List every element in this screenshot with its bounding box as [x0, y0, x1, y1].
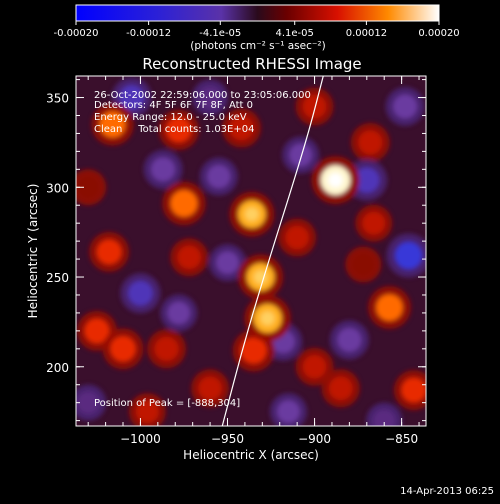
heatmap-blob — [170, 189, 198, 217]
heatmap-blob-core — [253, 270, 268, 284]
solar-limb-curve — [221, 76, 324, 426]
heatmap-blob — [285, 225, 309, 250]
colorbar: -0.00020 -0.00012 -4.1e-05 4.1e-05 0.00012 0.… — [54, 4, 460, 52]
heatmap-blob — [373, 409, 396, 426]
colorbar-tick-label: 0.00020 — [418, 28, 459, 39]
heatmap-blob — [166, 117, 192, 143]
heatmap-blob — [337, 327, 362, 352]
heatmap-blob — [77, 176, 100, 199]
heatmap-blob-core — [328, 172, 343, 188]
heatmap-blob — [110, 336, 136, 362]
heatmap-blob-core — [260, 311, 275, 326]
heatmap-blob — [119, 85, 145, 110]
colorbar-tick-label: 4.1e-05 — [276, 28, 314, 39]
heatmap-blob — [177, 245, 201, 270]
chart-title: Reconstructed RHESSI Image — [142, 55, 361, 73]
y-axis-tick-label: 350 — [46, 92, 69, 106]
x-axis: −1000 −950 −900 −850 — [87, 76, 420, 446]
colorbar-tick-label: -0.00012 — [126, 28, 171, 39]
heatmap-blob — [358, 130, 383, 155]
heatmap-blob — [376, 294, 403, 321]
colorbar-ticks: -0.00020 -0.00012 -4.1e-05 4.1e-05 0.00012 0.… — [54, 21, 460, 39]
heatmap-blob — [352, 253, 375, 276]
y-axis-tick-label: 300 — [46, 181, 69, 195]
heatmap-blobs — [76, 77, 426, 426]
heatmap-blob — [96, 239, 122, 265]
heatmap-blob — [229, 115, 254, 141]
colorbar-units-label: (photons cm⁻² s⁻¹ asec⁻²) — [190, 40, 325, 52]
heatmap-blob — [99, 111, 126, 138]
heatmap-blob — [289, 143, 313, 167]
heatmap-blob — [84, 318, 110, 344]
x-axis-tick-label: −850 — [385, 432, 418, 446]
x-axis-tick-label: −900 — [298, 432, 331, 446]
heatmap-blob — [362, 211, 386, 235]
annotations: 26-Oct-2002 22:59:06.000 to 23:05:06.000… — [94, 90, 311, 409]
colorbar-tick-label: 0.00012 — [346, 28, 387, 39]
heatmap-blob — [276, 400, 300, 424]
y-axis-tick-label: 250 — [46, 271, 69, 285]
x-axis-tick-label: −1000 — [120, 432, 161, 446]
heatmap-blob — [154, 336, 179, 361]
heatmap-blob — [128, 280, 153, 306]
heatmap-blob — [328, 376, 353, 401]
heatmap-blob — [302, 94, 327, 119]
annotation-energy-range: Energy Range: 12.0 - 25.0 keV — [94, 112, 247, 123]
y-axis-tick-label: 200 — [46, 361, 69, 375]
heatmap-blob — [150, 157, 176, 182]
colorbar-tick-label: -0.00020 — [54, 28, 99, 39]
heatmap-blob-core — [245, 207, 259, 221]
heatmap-image — [76, 76, 426, 426]
heatmap-blob — [401, 377, 426, 403]
heatmap-blob — [216, 251, 239, 275]
annotation-time-range: 26-Oct-2002 22:59:06.000 to 23:05:06.000 — [94, 90, 311, 101]
heatmap-blob — [240, 337, 267, 364]
x-axis-label: Heliocentric X (arcsec) — [183, 448, 319, 462]
heatmap-blob — [354, 167, 380, 193]
heatmap-blob — [302, 354, 327, 379]
y-axis: 200 250 300 350 — [46, 79, 426, 422]
heatmap-blob — [167, 301, 191, 325]
heatmap-blob — [198, 86, 222, 109]
annotation-method-counts: Clean Total counts: 1.03E+04 — [94, 124, 254, 135]
plot-frame — [75, 75, 427, 427]
heatmap-blob — [393, 94, 418, 119]
footer-timestamp: 14-Apr-2013 06:25 — [400, 486, 494, 497]
annotation-peak-position: Position of Peak = [-888,304] — [94, 398, 240, 409]
heatmap-blob — [207, 164, 231, 189]
heatmap-blob — [198, 376, 222, 401]
heatmap-blob — [394, 241, 423, 270]
heatmap-blob — [135, 400, 159, 424]
colorbar-gradient — [75, 4, 440, 22]
y-axis-label: Heliocentric Y (arcsec) — [26, 184, 40, 319]
heatmap-blob — [77, 391, 100, 414]
x-axis-tick-label: −950 — [211, 432, 244, 446]
colorbar-tick-label: -4.1e-05 — [199, 28, 241, 39]
annotation-detectors: Detectors: 4F 5F 6F 7F 8F, Att 0 — [94, 100, 253, 111]
